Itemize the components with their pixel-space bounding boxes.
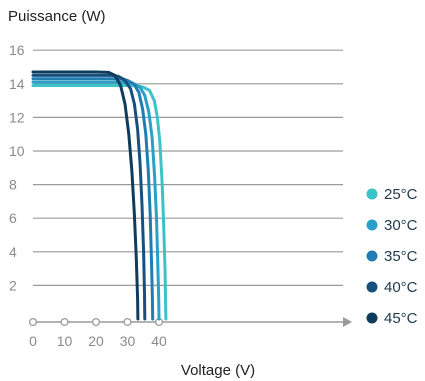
x-tick-label-40: 40 <box>151 333 167 349</box>
legend-marker-3 <box>366 281 378 293</box>
y-tick-label-12: 12 <box>9 109 25 125</box>
legend-marker-4 <box>366 312 378 324</box>
y-tick-label-14: 14 <box>9 76 25 92</box>
x-axis-title: Voltage (V) <box>181 362 255 379</box>
series-line-2 <box>31 77 155 321</box>
series-line-3 <box>31 73 147 321</box>
y-tick-labels: 2 4 6 8 10 12 14 16 <box>9 42 25 293</box>
legend-marker-2 <box>366 250 378 262</box>
legend-label-4: 45°C <box>384 310 418 327</box>
legend-marker-1 <box>366 219 378 231</box>
legend-label-1: 30°C <box>384 217 418 234</box>
grid-lines <box>33 49 343 286</box>
x-tick-label-10: 10 <box>57 333 73 349</box>
series-lines <box>31 70 168 321</box>
legend: 25°C 30°C 35°C 40°C 45°C <box>366 186 418 327</box>
y-tick-label-10: 10 <box>9 143 25 159</box>
series-line-0 <box>31 84 168 321</box>
y-tick-label-8: 8 <box>9 177 17 193</box>
x-tick-marker-20 <box>91 317 101 327</box>
y-tick-label-4: 4 <box>9 244 17 260</box>
y-tick-label-16: 16 <box>9 42 25 58</box>
legend-marker-0 <box>366 188 378 200</box>
x-tick-marker-30 <box>123 317 132 327</box>
x-axis: 0 10 20 30 40 <box>28 317 352 349</box>
x-tick-marker-0 <box>28 317 38 327</box>
series-line-1 <box>31 80 161 321</box>
legend-label-2: 35°C <box>384 248 418 265</box>
x-axis-arrow-icon <box>343 317 352 327</box>
y-axis-title: Puissance (W) <box>8 8 106 25</box>
series-line-4 <box>31 70 140 321</box>
legend-label-0: 25°C <box>384 186 418 203</box>
x-tick-label-0: 0 <box>29 333 37 349</box>
y-tick-label-2: 2 <box>9 277 17 293</box>
x-tick-label-30: 30 <box>120 333 136 349</box>
x-tick-marker-10 <box>60 317 69 327</box>
legend-label-3: 40°C <box>384 279 418 296</box>
x-tick-label-20: 20 <box>88 333 104 349</box>
y-tick-label-6: 6 <box>9 210 17 226</box>
